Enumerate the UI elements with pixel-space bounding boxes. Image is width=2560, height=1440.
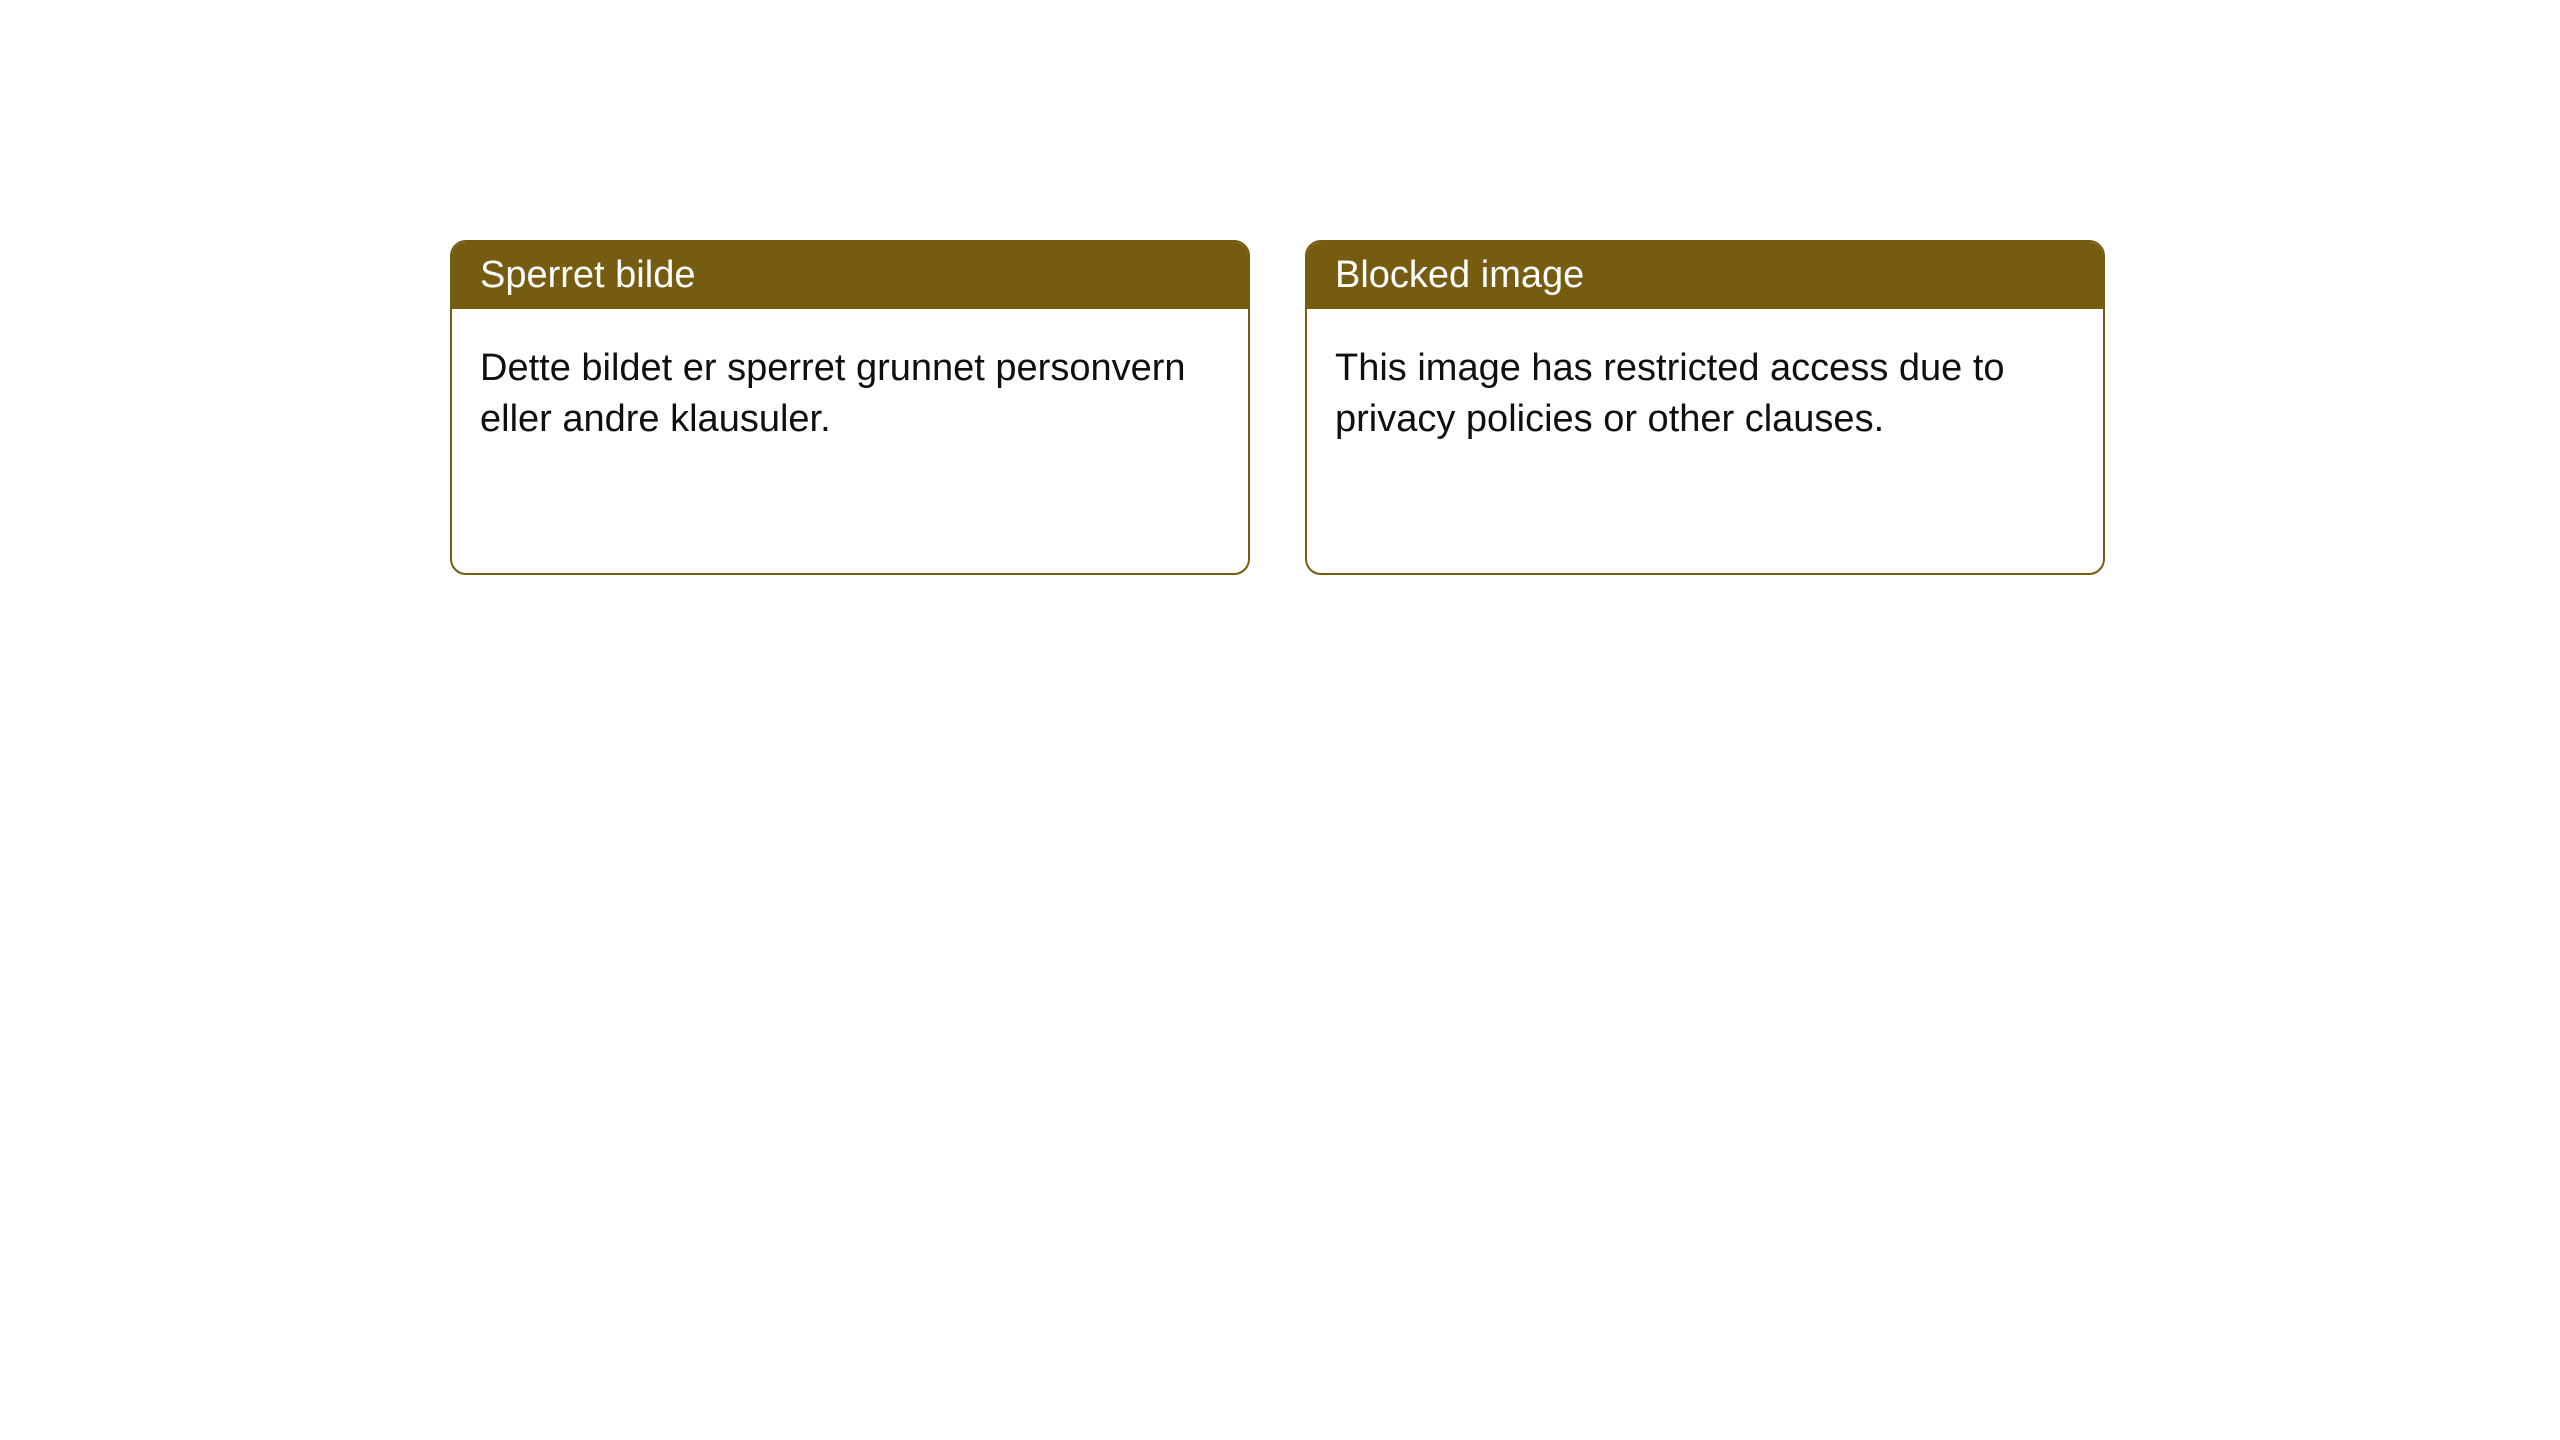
card-message-no: Dette bildet er sperret grunnet personve…	[480, 347, 1186, 440]
card-header-no: Sperret bilde	[452, 242, 1248, 309]
card-body-no: Dette bildet er sperret grunnet personve…	[452, 309, 1248, 480]
blocked-image-card-no: Sperret bilde Dette bildet er sperret gr…	[450, 240, 1250, 575]
card-body-en: This image has restricted access due to …	[1307, 309, 2103, 480]
blocked-image-card-en: Blocked image This image has restricted …	[1305, 240, 2105, 575]
card-message-en: This image has restricted access due to …	[1335, 347, 2005, 440]
notice-cards-container: Sperret bilde Dette bildet er sperret gr…	[0, 0, 2560, 575]
card-title-no: Sperret bilde	[480, 254, 695, 296]
card-header-en: Blocked image	[1307, 242, 2103, 309]
card-title-en: Blocked image	[1335, 254, 1584, 296]
